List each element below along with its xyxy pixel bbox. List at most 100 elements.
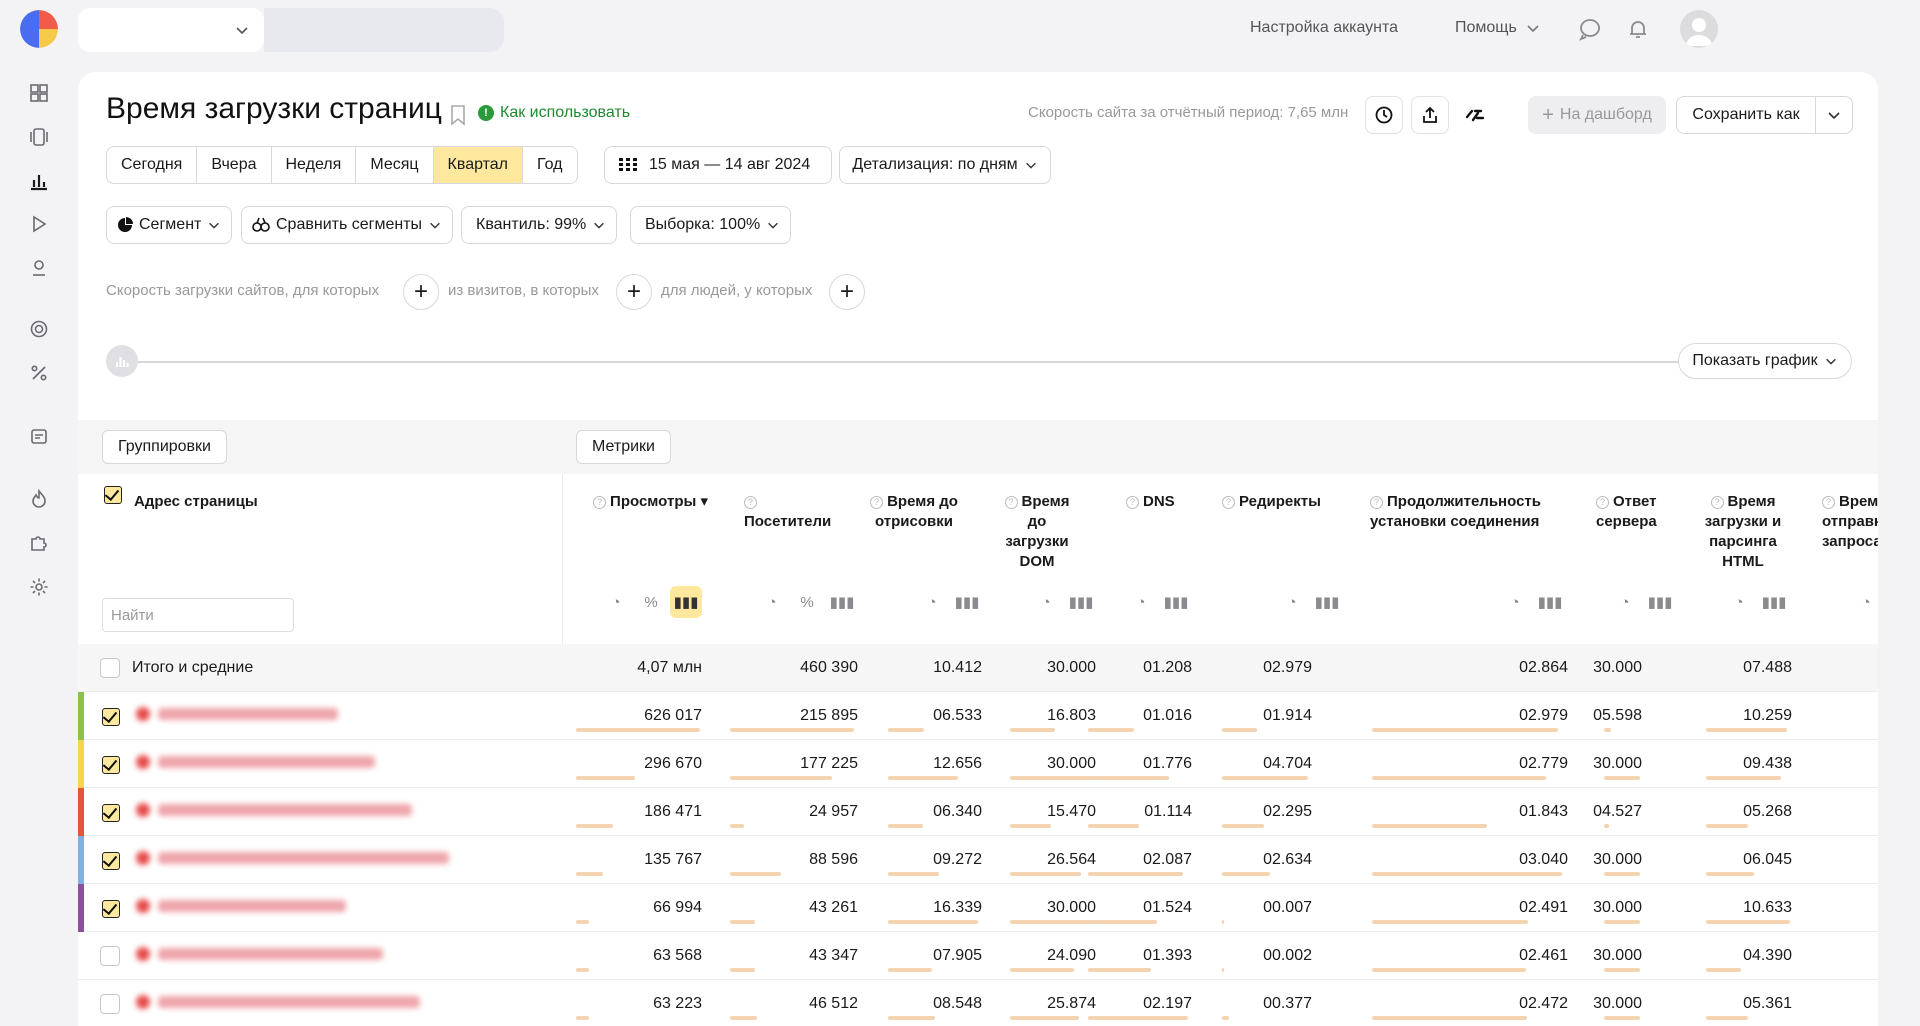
bar-view-icon[interactable]: ▮▮▮	[1163, 594, 1189, 611]
percent-view-icon[interactable]: %	[800, 593, 814, 611]
column-connection-time[interactable]: ? Продолжительность установки соединения	[1370, 492, 1580, 532]
pie-view-icon[interactable]: ◔	[1136, 593, 1146, 611]
row-checkbox[interactable]	[100, 706, 120, 726]
pie-view-icon[interactable]: ◔	[1041, 593, 1051, 611]
table-row[interactable]: 66 994 43 261 16.339 30.000 01.524 00.007 02.4…	[78, 884, 1878, 932]
save-as-button[interactable]: Сохранить как	[1676, 96, 1816, 134]
sample-dropdown[interactable]: Выборка: 100%	[630, 206, 792, 244]
sidebar-goals-icon[interactable]	[24, 314, 54, 344]
sidebar-percent-icon[interactable]	[24, 358, 54, 388]
date-range-picker[interactable]: 15 мая — 14 авг 2024	[604, 146, 832, 184]
search-input[interactable]: Найти	[102, 598, 294, 632]
counter-name-field[interactable]	[264, 8, 504, 52]
groupings-button[interactable]: Группировки	[102, 430, 227, 464]
pie-view-icon[interactable]: ◔	[1861, 593, 1871, 611]
compare-segments-dropdown[interactable]: Сравнить сегменты	[241, 206, 454, 244]
sidebar-puzzle-icon[interactable]	[24, 528, 54, 558]
bar-view-icon[interactable]: ▮▮▮	[954, 594, 980, 611]
add-people-condition-button[interactable]: +	[829, 274, 865, 310]
pie-view-icon[interactable]: ◔	[767, 593, 777, 611]
bar-view-icon[interactable]: ▮▮▮	[1761, 594, 1787, 611]
column-dns[interactable]: ? DNS	[1126, 492, 1196, 512]
sidebar-dashboard-icon[interactable]	[24, 78, 54, 108]
pie-view-icon[interactable]: ◔	[611, 593, 621, 611]
bar-view-icon[interactable]: ▮▮▮	[670, 586, 702, 618]
sidebar-calendar-icon[interactable]	[24, 421, 54, 451]
page-url-link[interactable]	[136, 707, 338, 721]
quantile-dropdown[interactable]: Квантиль: 99%	[461, 206, 618, 244]
bar-view-icon[interactable]: ▮▮▮	[1068, 594, 1094, 611]
period-quarter[interactable]: Квартал	[433, 147, 524, 183]
export-button[interactable]	[1411, 96, 1449, 134]
page-url-link[interactable]	[136, 755, 375, 769]
add-site-condition-button[interactable]: +	[403, 274, 439, 310]
row-checkbox[interactable]	[100, 802, 120, 822]
sidebar-settings-icon[interactable]	[24, 572, 54, 602]
sidebar-flame-icon[interactable]	[24, 484, 54, 514]
pie-view-icon[interactable]: ◔	[927, 593, 937, 611]
how-to-use-link[interactable]: ! Как использовать	[478, 104, 630, 122]
page-url-link[interactable]	[136, 899, 346, 913]
table-row[interactable]: 63 223 46 512 08.548 25.874 02.197 00.377 02.4…	[78, 980, 1878, 1026]
column-visitors[interactable]: ? Посетители	[718, 492, 848, 532]
page-url-link[interactable]	[136, 851, 449, 865]
column-redirects[interactable]: ? Редиректы	[1222, 492, 1342, 512]
add-visit-condition-button[interactable]: +	[616, 274, 652, 310]
bar-view-icon[interactable]: ▮▮▮	[1314, 594, 1340, 611]
row-checkbox[interactable]	[100, 994, 120, 1014]
pie-view-icon[interactable]: ◔	[1287, 593, 1297, 611]
page-url-link[interactable]	[136, 947, 383, 961]
bar-view-icon[interactable]: ▮▮▮	[1537, 594, 1563, 611]
chart-icon[interactable]	[106, 345, 138, 377]
show-chart-button[interactable]: Показать график	[1678, 343, 1852, 379]
column-dom-time[interactable]: ? Время до загрузки DOM	[1002, 492, 1072, 572]
table-row[interactable]: 186 471 24 957 06.340 15.470 01.114 02.295 01.…	[78, 788, 1878, 836]
period-year[interactable]: Год	[537, 156, 563, 173]
pie-view-icon[interactable]: ◔	[1734, 593, 1744, 611]
row-checkbox[interactable]	[100, 754, 120, 774]
pie-view-icon[interactable]: ◔	[1510, 593, 1520, 611]
bar-view-icon[interactable]: ▮▮▮	[1647, 594, 1673, 611]
detail-dropdown[interactable]: Детализация: по дням	[839, 146, 1051, 184]
bell-icon[interactable]	[1625, 16, 1651, 42]
user-avatar[interactable]	[1680, 10, 1718, 48]
help-menu[interactable]: Помощь	[1455, 19, 1541, 37]
select-all-checkbox[interactable]	[102, 484, 122, 504]
column-render-time[interactable]: ? Время до отрисовки	[864, 492, 964, 532]
metrics-button[interactable]: Метрики	[576, 430, 671, 464]
table-row[interactable]: 296 670 177 225 12.656 30.000 01.776 04.704 02…	[78, 740, 1878, 788]
sidebar-reports-icon[interactable]	[24, 166, 54, 196]
column-html-time[interactable]: ? Время загрузки и парсинга HTML	[1698, 492, 1788, 572]
sidebar-summary-icon[interactable]	[24, 122, 54, 152]
table-row[interactable]: 135 767 88 596 09.272 26.564 02.087 02.634 03.…	[78, 836, 1878, 884]
period-today[interactable]: Сегодня	[107, 147, 198, 183]
period-week[interactable]: Неделя	[272, 147, 357, 183]
page-url-link[interactable]	[136, 803, 412, 817]
account-settings-link[interactable]: Настройка аккаунта	[1250, 19, 1399, 36]
table-row[interactable]: 626 017 215 895 06.533 16.803 01.016 01.914 02…	[78, 692, 1878, 740]
app-logo[interactable]	[20, 10, 58, 48]
period-yesterday[interactable]: Вчера	[197, 147, 272, 183]
link-button[interactable]	[1456, 96, 1494, 134]
segment-dropdown[interactable]: Сегмент	[106, 206, 233, 244]
column-page-url[interactable]: Адрес страницы	[134, 493, 258, 510]
row-checkbox[interactable]	[100, 898, 120, 918]
row-checkbox[interactable]	[100, 658, 120, 678]
pie-view-icon[interactable]: ◔	[1620, 593, 1630, 611]
percent-view-icon[interactable]: %	[644, 593, 658, 611]
total-row[interactable]: Итого и средние 4,07 млн 460 390 10.412 30.0…	[78, 644, 1878, 692]
column-server-response[interactable]: ? Ответ сервера	[1596, 492, 1676, 532]
sidebar-webvisor-icon[interactable]	[24, 209, 54, 239]
period-month[interactable]: Месяц	[356, 147, 434, 183]
counter-select[interactable]	[78, 8, 264, 52]
history-button[interactable]	[1365, 96, 1403, 134]
chat-icon[interactable]	[1577, 16, 1603, 42]
page-url-link[interactable]	[136, 995, 420, 1009]
row-checkbox[interactable]	[100, 946, 120, 966]
sidebar-audience-icon[interactable]	[24, 253, 54, 283]
bookmark-icon[interactable]	[450, 104, 466, 126]
add-to-dashboard-button[interactable]: + На дашборд	[1528, 96, 1666, 134]
table-row[interactable]: 63 568 43 347 07.905 24.090 01.393 00.002 02.4…	[78, 932, 1878, 980]
save-options-dropdown[interactable]	[1815, 96, 1853, 134]
row-checkbox[interactable]	[100, 850, 120, 870]
